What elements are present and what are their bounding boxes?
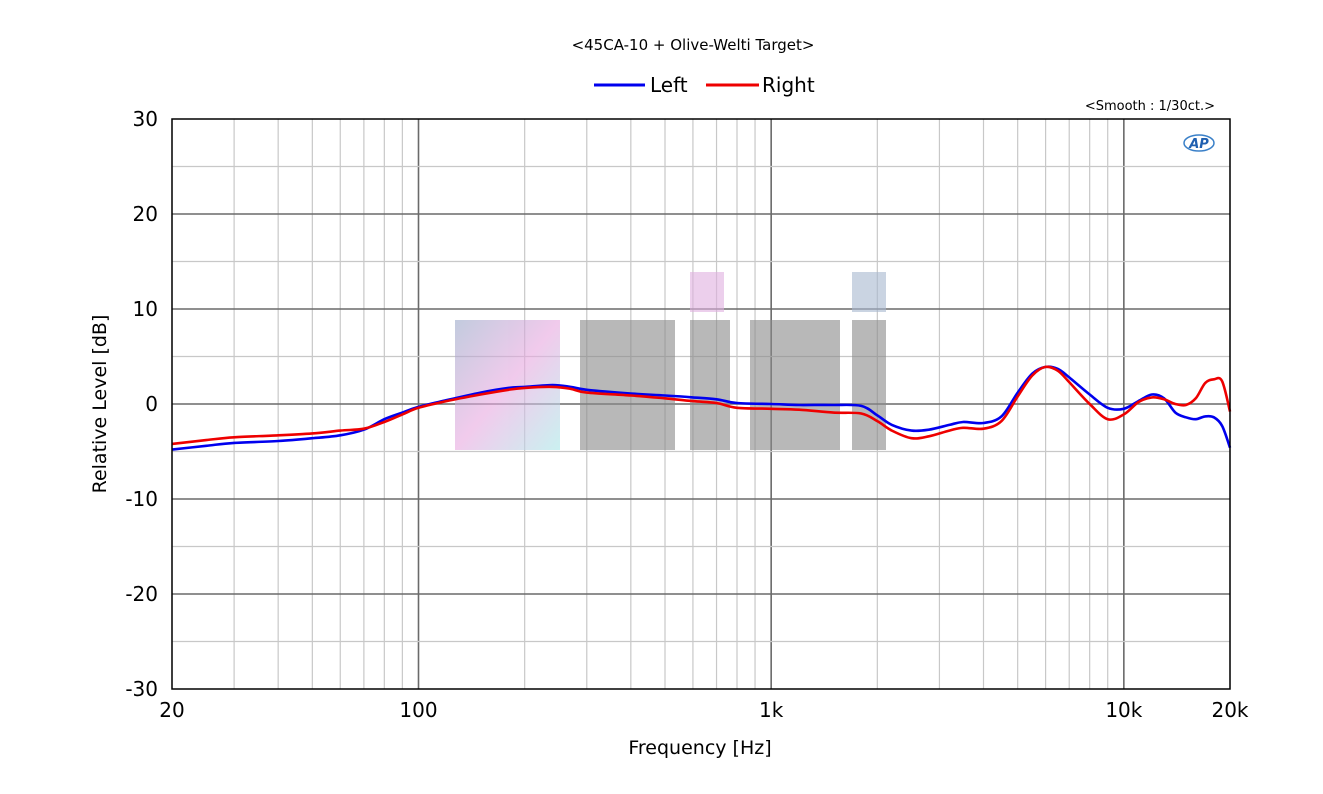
watermark-block (750, 320, 840, 450)
watermark-block (852, 272, 886, 312)
y-axis-label: Relative Level [dB] (89, 315, 111, 494)
y-tick-label: 30 (133, 107, 158, 131)
watermark-block (690, 272, 724, 312)
series-layer (171, 365, 1232, 451)
legend: Left Right (594, 73, 815, 97)
x-tick-label: 100 (399, 698, 437, 722)
watermark (455, 272, 886, 450)
x-tick-label: 20 (159, 698, 184, 722)
x-tick-label: 20k (1211, 698, 1248, 722)
y-tick-label: -10 (125, 487, 158, 511)
ap-logo: AP (1183, 134, 1215, 152)
y-tick-label: -20 (125, 582, 158, 606)
legend-label-right: Right (762, 73, 815, 97)
legend-label-left: Left (650, 73, 688, 97)
ap-logo-mark (1183, 134, 1215, 152)
x-axis-label: Frequency [Hz] (628, 737, 771, 759)
watermark-block (580, 320, 675, 450)
y-tick-label: 20 (133, 202, 158, 226)
x-tick-label: 10k (1105, 698, 1142, 722)
watermark-block (690, 320, 730, 450)
y-tick-label: 0 (145, 392, 158, 416)
x-tick-label: 1k (759, 698, 784, 722)
series-line-right (171, 365, 1232, 446)
plot-frame (171, 118, 1231, 690)
y-tick-label: -30 (125, 677, 158, 701)
watermark-block (852, 320, 886, 450)
smoothing-note: <Smooth : 1/30ct.> (1085, 99, 1215, 114)
ap-logo-text: AP (1188, 137, 1209, 152)
y-tick-label: 10 (133, 297, 158, 321)
chart-title: <45CA-10 + Olive-Welti Target> (572, 36, 815, 54)
